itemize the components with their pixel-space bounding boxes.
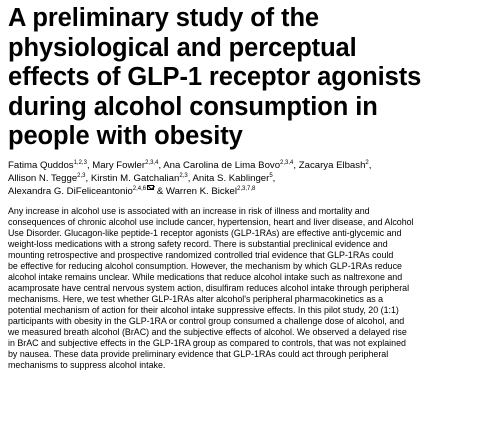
abstract-line: acamprosate have central nervous system … xyxy=(8,283,410,294)
abstract-line: potential mechanism of action for their … xyxy=(8,305,399,316)
abstract-line: participants with obesity in the GLP-1RA… xyxy=(8,316,405,327)
author-separator: , xyxy=(187,172,193,184)
author-separator: , xyxy=(293,159,299,171)
author-separator: , xyxy=(158,159,164,171)
title-line: during alcohol consumption in xyxy=(8,92,378,121)
author-separator: , xyxy=(272,172,276,184)
title-line: people with obesity xyxy=(8,122,243,150)
author-affiliation: 2 xyxy=(365,159,369,166)
title-line: physiological and perceptual xyxy=(8,33,357,62)
author-separator: , xyxy=(85,172,91,184)
author-affiliation: 5 xyxy=(269,172,273,179)
author-name: Warren K. Bickel xyxy=(165,186,237,198)
author-name: Fatima Quddos xyxy=(8,159,74,171)
abstract-line: consequences of chronic alcohol use incl… xyxy=(8,216,414,227)
author-name: Ana Carolina de Lima Bovo xyxy=(163,159,281,171)
mail-icon[interactable] xyxy=(147,185,155,191)
abstract-line: we measured breath alcohol (BrAC) and th… xyxy=(8,327,407,338)
author-affiliation: 2,3,7,8 xyxy=(236,186,256,193)
author-separator: & xyxy=(154,186,166,198)
abstract-line: mechanisms to suppress alcohol intake. xyxy=(8,360,166,371)
article-title: A preliminary study of the physiological… xyxy=(8,4,486,152)
author-affiliation: 2,3,4 xyxy=(145,159,159,166)
author-affiliation: 2,3,4 xyxy=(280,159,294,166)
author-name: Allison N. Tegge xyxy=(8,172,78,184)
abstract-line: mechanisms. Here, we test whether GLP-1R… xyxy=(8,294,384,305)
author-affiliation: 2,3 xyxy=(179,172,188,179)
author-name: Zacarya Elbash xyxy=(298,159,366,171)
author-name: Mary Fowler xyxy=(92,159,146,171)
author-affiliation: 2,3 xyxy=(77,172,86,179)
title-line: A preliminary study of the xyxy=(8,4,320,32)
author-name: Alexandra G. DiFeliceantonio xyxy=(8,186,133,198)
abstract: Any increase in alcohol use is associate… xyxy=(8,206,486,372)
author-separator: , xyxy=(86,159,93,171)
author-name: Anita S. Kablinger xyxy=(192,172,270,184)
abstract-line: Any increase in alcohol use is associate… xyxy=(8,205,370,216)
author-name: Kirstin M. Gatchalian xyxy=(90,172,180,184)
abstract-line: be effective for reducing alcohol consum… xyxy=(8,260,402,271)
author-separator: , xyxy=(368,159,372,171)
author-affiliation: 2,4,6 xyxy=(132,186,147,193)
abstract-line: in BrAC and subjective effects in the GL… xyxy=(8,338,406,349)
author-list: Fatima Quddos1,2,3, Mary Fowler2,3,4, An… xyxy=(8,159,486,199)
abstract-line: Use Disorder. Glucagon-like peptide-1 re… xyxy=(8,227,402,238)
title-line: effects of GLP-1 receptor agonists xyxy=(8,63,422,91)
abstract-line: weight-loss medications with a strong sa… xyxy=(8,238,388,249)
abstract-line: alcohol intake remains unclear. While me… xyxy=(8,272,403,282)
author-affiliation: 1,2,3 xyxy=(73,159,87,166)
abstract-line: mounting retrospective and prospective r… xyxy=(8,249,394,260)
abstract-line: by nausea. These data provide preliminar… xyxy=(8,349,389,360)
